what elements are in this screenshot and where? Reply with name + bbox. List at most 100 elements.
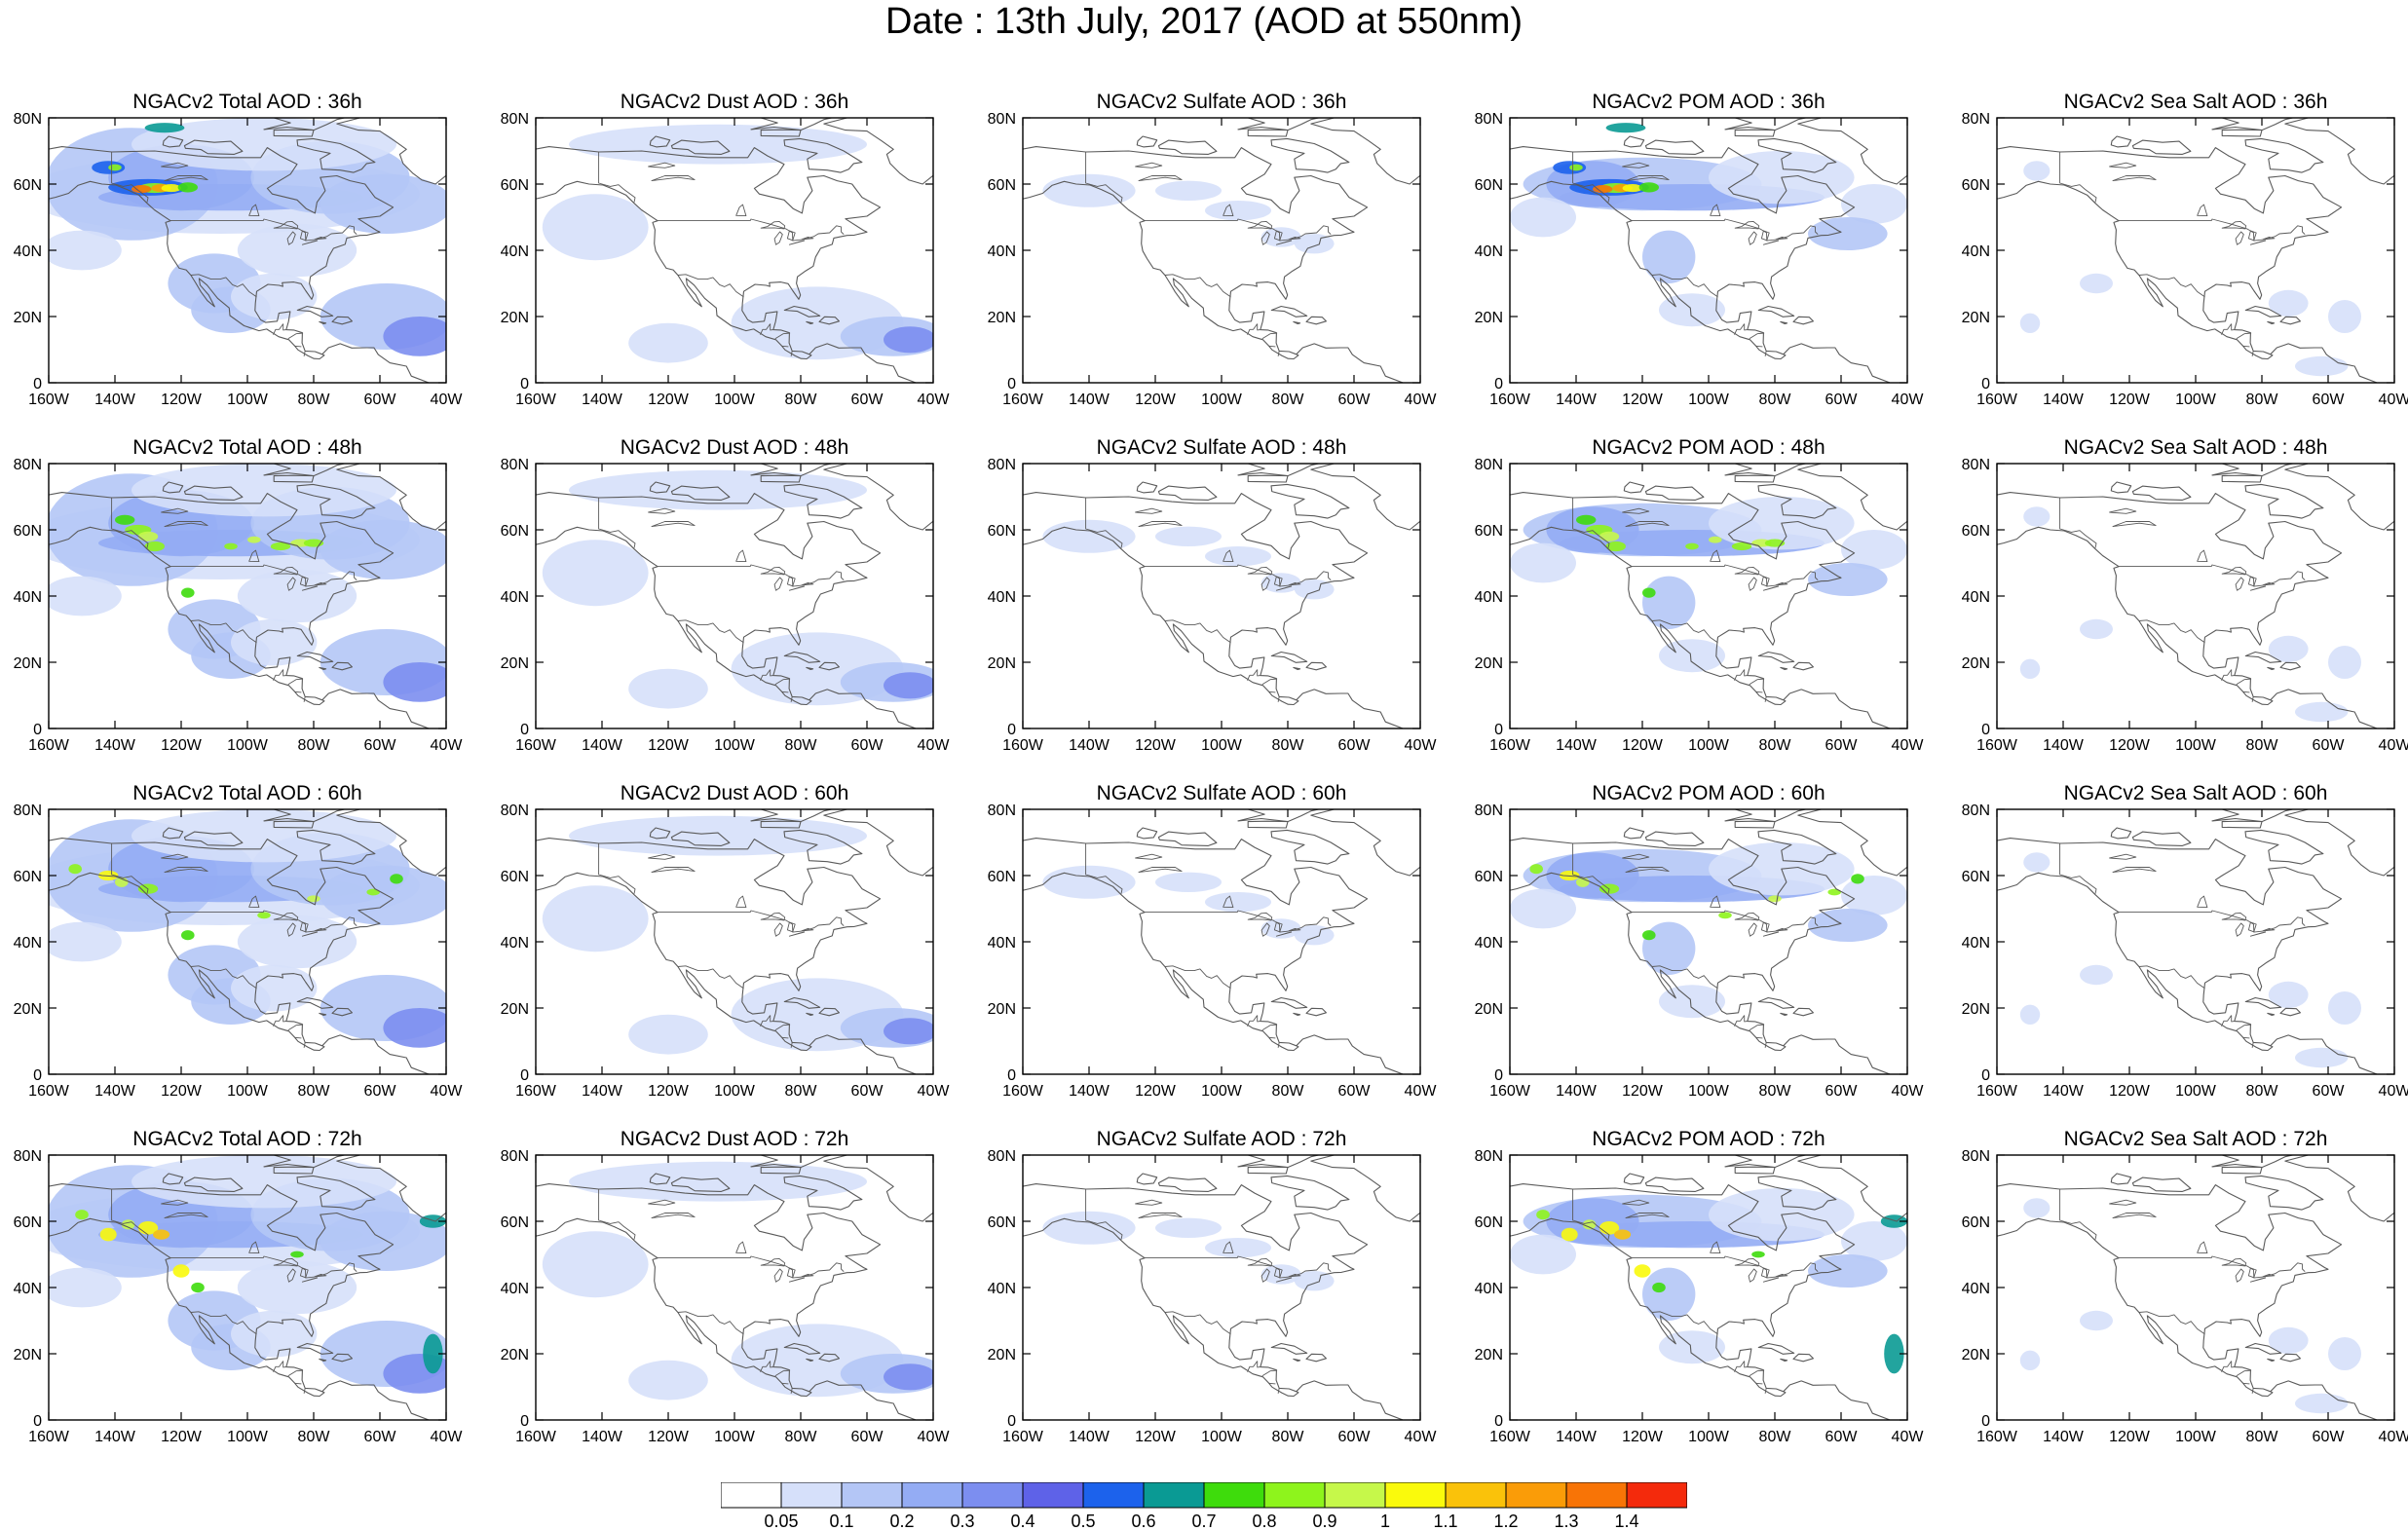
aod-blob bbox=[257, 912, 271, 919]
coastlines bbox=[1997, 118, 2394, 383]
aod-blob bbox=[1510, 197, 1576, 238]
x-tick-label: 100W bbox=[714, 737, 756, 754]
y-tick-label: 0 bbox=[1494, 1067, 1503, 1084]
aod-blob bbox=[1553, 161, 1587, 174]
aod-blob bbox=[1510, 1234, 1576, 1275]
aod-blob bbox=[1294, 1271, 1335, 1291]
x-tick-label: 40W bbox=[431, 392, 464, 408]
x-tick-label: 160W bbox=[1976, 1429, 2018, 1445]
colorbar-swatch bbox=[841, 1482, 903, 1509]
x-tick-label: 120W bbox=[161, 1429, 203, 1445]
aod-blob bbox=[237, 569, 357, 623]
aod-blob bbox=[1642, 1267, 1696, 1321]
aod-blob bbox=[132, 1155, 396, 1209]
x-tick-label: 140W bbox=[2043, 737, 2085, 754]
y-tick-label: 40N bbox=[14, 935, 42, 952]
coastlines bbox=[1997, 809, 2394, 1074]
x-tick-label: 100W bbox=[1201, 1083, 1243, 1100]
x-tick-label: 160W bbox=[515, 1083, 557, 1100]
map-panel: NGACv2 POM AOD : 72h 160W 140W 120W 100W 80W 6… bbox=[1475, 1128, 1958, 1459]
aod-blob bbox=[108, 164, 122, 171]
aod-blob bbox=[542, 1231, 649, 1298]
aod-blob bbox=[1561, 1227, 1578, 1242]
aod-blob bbox=[2295, 355, 2349, 377]
y-tick-label: 60N bbox=[14, 177, 42, 194]
y-tick-label: 20N bbox=[14, 1347, 42, 1363]
aod-blob bbox=[383, 662, 446, 702]
y-tick-label: 80N bbox=[1962, 803, 1990, 819]
map-panel: NGACv2 Total AOD : 48h 160W 140W 120W 100W 80… bbox=[14, 436, 497, 767]
aod-blob bbox=[2080, 1310, 2113, 1331]
colorbar-swatch bbox=[961, 1482, 1024, 1509]
panel-title: NGACv2 Sulfate AOD : 36h bbox=[1096, 91, 1347, 113]
x-tick-label: 120W bbox=[161, 737, 203, 754]
x-tick-label: 120W bbox=[648, 392, 690, 408]
y-tick-label: 20N bbox=[988, 310, 1016, 326]
aod-blob bbox=[49, 576, 122, 616]
x-tick-label: 40W bbox=[918, 392, 951, 408]
aod-blob bbox=[2268, 981, 2309, 1008]
x-tick-label: 100W bbox=[227, 1429, 269, 1445]
x-tick-label: 60W bbox=[1825, 1429, 1859, 1445]
y-tick-label: 20N bbox=[1962, 310, 1990, 326]
x-tick-label: 60W bbox=[2313, 1429, 2346, 1445]
x-tick-label: 80W bbox=[785, 1429, 818, 1445]
x-tick-label: 120W bbox=[1622, 1429, 1664, 1445]
y-tick-label: 0 bbox=[1981, 1413, 1990, 1430]
y-tick-label: 60N bbox=[1962, 177, 1990, 194]
aod-blob bbox=[49, 921, 122, 962]
y-tick-label: 80N bbox=[988, 457, 1016, 473]
aod-blob bbox=[1659, 1330, 1725, 1364]
y-tick-label: 40N bbox=[501, 243, 529, 260]
coastlines bbox=[1023, 809, 1420, 1074]
aod-blob bbox=[270, 541, 291, 551]
aod-blob bbox=[1510, 542, 1576, 583]
coastlines bbox=[1023, 464, 1420, 728]
panel-title: NGACv2 Total AOD : 72h bbox=[132, 1128, 362, 1150]
aod-blob bbox=[1642, 587, 1656, 598]
y-tick-label: 0 bbox=[1007, 1413, 1016, 1430]
x-tick-label: 100W bbox=[227, 1083, 269, 1100]
aod-blob bbox=[569, 124, 867, 165]
aod-field bbox=[1997, 464, 2394, 728]
y-tick-label: 40N bbox=[1475, 243, 1503, 260]
aod-blob bbox=[172, 1264, 190, 1278]
y-tick-label: 60N bbox=[1475, 177, 1503, 194]
aod-blob bbox=[1808, 563, 1888, 596]
aod-blob bbox=[68, 864, 82, 875]
y-tick-label: 20N bbox=[988, 655, 1016, 672]
x-tick-label: 140W bbox=[582, 1429, 623, 1445]
x-tick-label: 100W bbox=[1201, 1429, 1243, 1445]
coastlines bbox=[49, 809, 446, 1074]
aod-blob bbox=[1841, 530, 1907, 570]
aod-blob bbox=[290, 1251, 304, 1258]
x-tick-label: 120W bbox=[1135, 1429, 1177, 1445]
map-panel: NGACv2 Total AOD : 36h 160W 140W 120W 100W 80… bbox=[14, 91, 497, 422]
y-tick-label: 80N bbox=[501, 803, 529, 819]
y-tick-label: 0 bbox=[520, 722, 529, 738]
y-tick-label: 40N bbox=[988, 935, 1016, 952]
map-panel: NGACv2 Sea Salt AOD : 36h 160W 140W 120W 100… bbox=[1962, 91, 2408, 422]
y-tick-label: 60N bbox=[1475, 523, 1503, 540]
panel-title: NGACv2 Dust AOD : 48h bbox=[620, 436, 849, 459]
aod-blob bbox=[1205, 892, 1271, 913]
y-tick-label: 0 bbox=[1981, 1067, 1990, 1084]
x-tick-label: 160W bbox=[515, 737, 557, 754]
aod-blob bbox=[542, 540, 649, 607]
x-tick-label: 60W bbox=[2313, 392, 2346, 408]
aod-blob bbox=[1634, 1264, 1651, 1278]
aod-blob bbox=[231, 273, 318, 320]
aod-blob bbox=[181, 930, 195, 941]
y-tick-label: 60N bbox=[1475, 869, 1503, 885]
aod-blob bbox=[1155, 180, 1222, 201]
x-tick-label: 80W bbox=[1759, 1429, 1792, 1445]
panel-title: NGACv2 Total AOD : 48h bbox=[132, 436, 362, 459]
panel-title: NGACv2 Sea Salt AOD : 36h bbox=[2063, 91, 2328, 113]
coastlines bbox=[536, 809, 933, 1074]
panel-title: NGACv2 Sulfate AOD : 48h bbox=[1096, 436, 1347, 459]
aod-blob bbox=[1652, 1282, 1666, 1293]
x-tick-label: 140W bbox=[582, 392, 623, 408]
coastlines bbox=[1023, 118, 1420, 383]
colorbar-swatch bbox=[1143, 1482, 1205, 1509]
y-tick-label: 40N bbox=[988, 1281, 1016, 1297]
